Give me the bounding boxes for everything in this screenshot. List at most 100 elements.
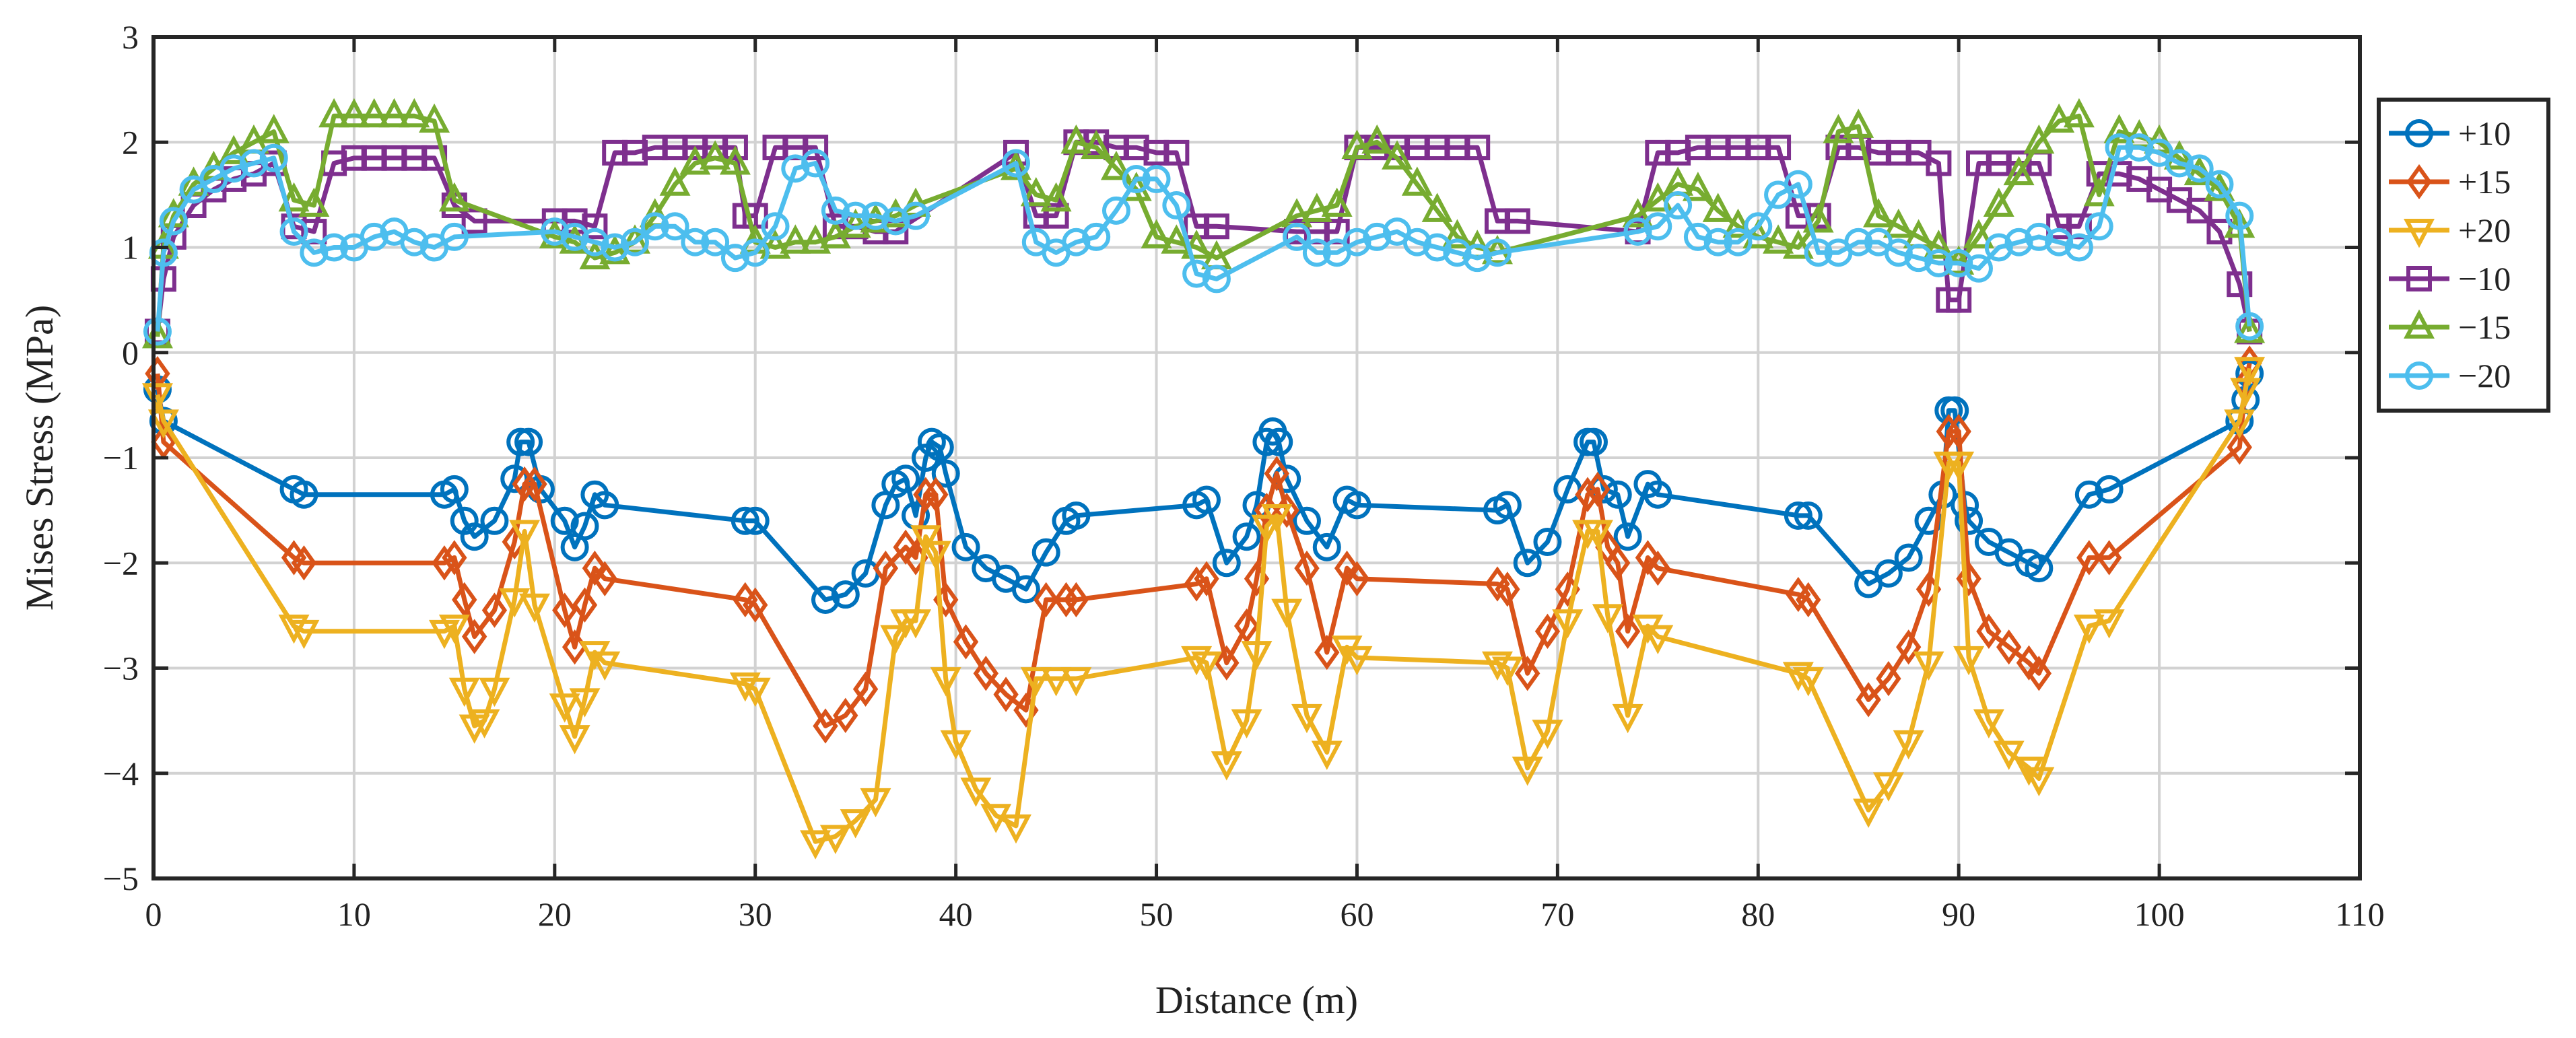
legend-marker xyxy=(2406,266,2432,291)
data-point xyxy=(1231,709,1262,739)
y-tick-label: 0 xyxy=(122,334,139,372)
series-line xyxy=(155,139,2252,333)
data-point xyxy=(1722,208,1754,238)
data-point xyxy=(660,212,689,241)
data-point xyxy=(288,619,320,650)
data-point xyxy=(298,187,330,217)
data-point xyxy=(599,234,631,265)
data-point xyxy=(141,383,173,413)
data-point xyxy=(741,238,770,267)
data-point xyxy=(1926,150,1952,176)
data-point xyxy=(1585,471,1611,508)
x-tick-label: 50 xyxy=(1140,895,1174,933)
data-point xyxy=(953,624,979,660)
data-point xyxy=(951,532,980,561)
data-point xyxy=(1233,608,1260,644)
data-point xyxy=(1976,613,2002,649)
data-point xyxy=(1100,150,1132,180)
data-point xyxy=(2224,409,2256,439)
legend-label: −20 xyxy=(2458,357,2511,394)
data-point xyxy=(679,145,711,175)
data-point xyxy=(300,238,329,267)
data-point xyxy=(2225,201,2254,230)
legend-label: +15 xyxy=(2458,163,2511,201)
data-point xyxy=(1203,213,1229,240)
x-tick-label: 30 xyxy=(739,895,772,933)
data-point xyxy=(1211,751,1242,781)
data-point xyxy=(1033,582,1059,618)
data-point xyxy=(731,506,759,535)
data-point xyxy=(360,222,388,251)
y-tick-label: −1 xyxy=(103,439,139,477)
data-point xyxy=(1184,566,1209,602)
data-point xyxy=(1513,549,1542,578)
data-point xyxy=(1514,656,1540,691)
y-tick-label: −5 xyxy=(103,860,139,897)
data-point xyxy=(819,219,851,248)
data-point xyxy=(1443,238,1472,267)
data-point xyxy=(479,677,510,707)
data-point xyxy=(800,224,832,254)
data-point xyxy=(1382,140,1413,170)
data-point xyxy=(781,154,810,183)
data-point xyxy=(338,98,370,128)
data-point xyxy=(1936,413,1961,450)
data-point xyxy=(1802,203,1834,233)
legend-label: +20 xyxy=(2458,211,2511,249)
legend-marker xyxy=(2404,309,2435,339)
data-point xyxy=(1483,238,1512,267)
data-point xyxy=(1804,238,1833,267)
data-point xyxy=(1271,598,1303,628)
data-point xyxy=(147,409,179,439)
data-point xyxy=(1301,193,1332,222)
data-point xyxy=(1062,228,1091,256)
data-point xyxy=(780,224,811,254)
data-point xyxy=(1341,129,1373,160)
data-point xyxy=(821,196,850,225)
data-point xyxy=(1232,522,1261,551)
data-point xyxy=(2185,154,2214,183)
data-point xyxy=(841,201,870,230)
data-point xyxy=(358,98,390,128)
data-point xyxy=(880,625,912,655)
data-point xyxy=(811,585,840,614)
series-line xyxy=(155,373,2252,602)
data-point xyxy=(2095,475,2124,504)
data-point xyxy=(860,788,891,818)
data-point xyxy=(1334,550,1360,586)
y-tick-label: −3 xyxy=(103,650,139,687)
data-point xyxy=(1615,613,1641,649)
data-point xyxy=(1464,135,1491,161)
data-point xyxy=(499,588,531,618)
legend-label: −15 xyxy=(2458,308,2511,346)
data-point xyxy=(2004,228,2033,256)
data-point xyxy=(219,154,248,183)
ticks: 0 10 20 30 40 50 60 70 80 90 100 110 −5 −4 −3 −2 −1 0 1 2 3 xyxy=(103,18,2385,933)
data-point xyxy=(1796,582,1821,618)
data-point xyxy=(1491,656,1523,686)
data-point xyxy=(1402,228,1431,256)
data-point xyxy=(1421,193,1453,222)
data-point xyxy=(2096,540,2122,576)
data-point xyxy=(1344,561,1370,596)
data-point xyxy=(1363,222,1392,251)
data-point xyxy=(442,540,467,576)
data-point xyxy=(1876,660,1901,697)
data-point xyxy=(1463,244,1492,273)
data-point xyxy=(1784,501,1812,530)
data-point xyxy=(2073,615,2105,644)
data-point xyxy=(589,651,621,681)
data-point xyxy=(1040,667,1072,697)
data-point xyxy=(1321,187,1353,217)
data-point xyxy=(2084,212,2113,241)
data-point xyxy=(1343,491,1371,520)
data-point xyxy=(925,433,954,462)
data-point xyxy=(506,427,535,456)
data-point xyxy=(1964,254,1993,283)
data-point xyxy=(2105,133,2134,162)
data-point xyxy=(1953,646,1985,676)
data-point xyxy=(1482,651,1513,681)
data-point xyxy=(1020,176,1052,207)
data-point xyxy=(1493,491,1522,520)
data-point xyxy=(1101,196,1130,225)
